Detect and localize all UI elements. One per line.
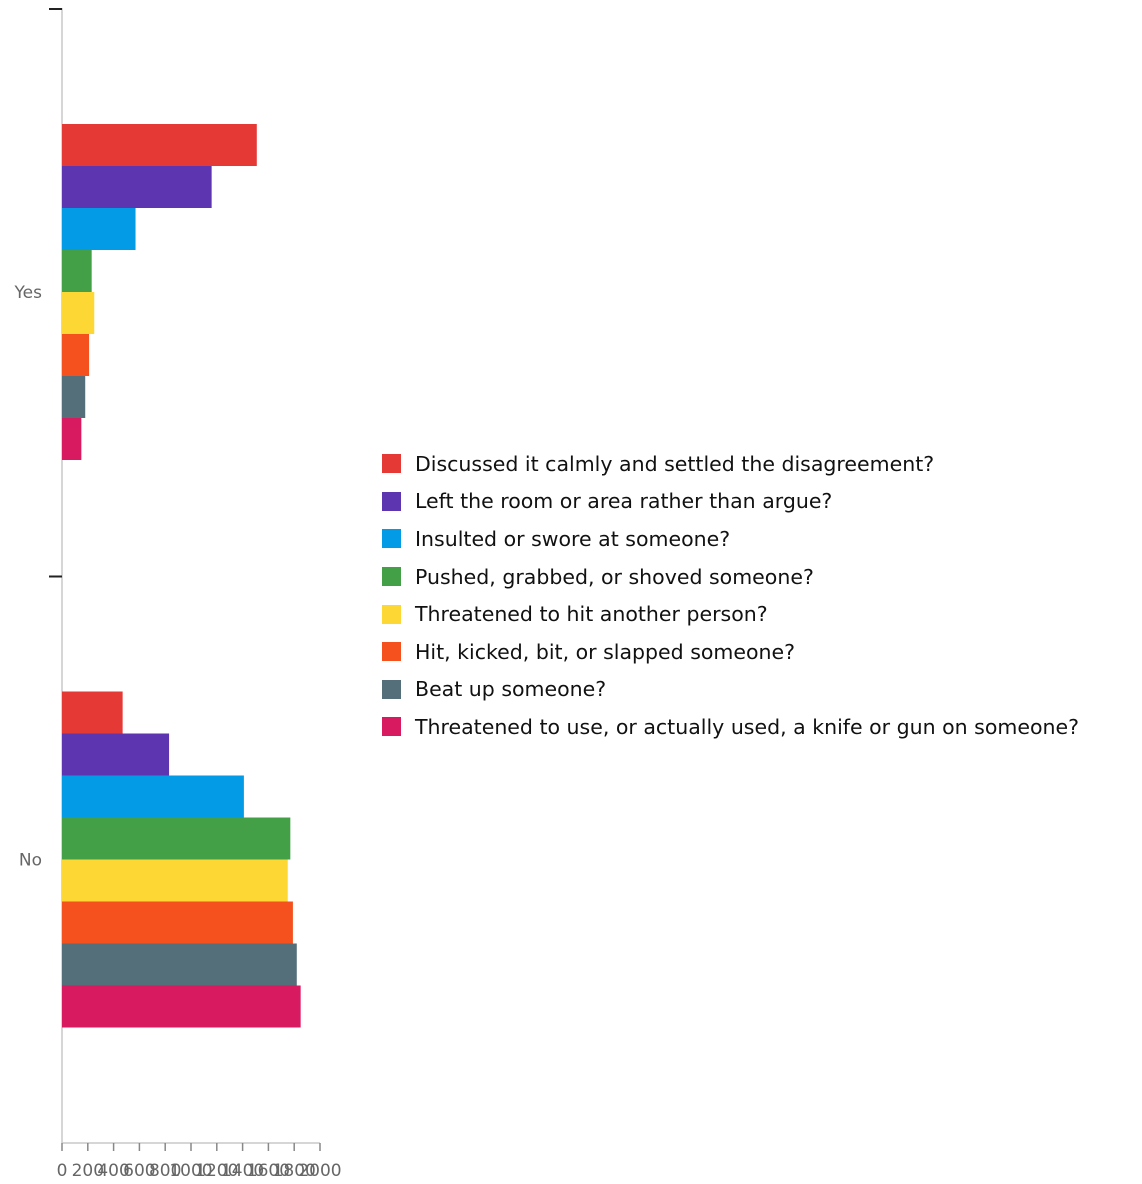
legend-item: Discussed it calmly and settled the disa… <box>382 445 1137 483</box>
bar-no-series-3 <box>62 776 244 818</box>
bar-no-series-4 <box>62 818 290 860</box>
bar-yes-series-2 <box>62 166 212 208</box>
x-tick-label: 0 <box>57 1161 68 1181</box>
bar-yes-series-7 <box>62 376 85 418</box>
bar-yes-series-6 <box>62 334 89 376</box>
legend-item: Threatened to hit another person? <box>382 595 1137 633</box>
legend-item: Hit, kicked, bit, or slapped someone? <box>382 633 1137 671</box>
bar-no-series-1 <box>62 692 123 734</box>
category-label-yes: Yes <box>14 283 43 303</box>
bar-no-series-8 <box>62 986 301 1028</box>
legend-item: Left the room or area rather than argue? <box>382 483 1137 521</box>
legend-swatch <box>382 454 401 473</box>
chart-legend: Discussed it calmly and settled the disa… <box>382 445 1137 746</box>
legend-item: Threatened to use, or actually used, a k… <box>382 708 1137 746</box>
bar-yes-series-3 <box>62 208 136 250</box>
bar-yes-series-8 <box>62 418 81 460</box>
legend-item: Beat up someone? <box>382 671 1137 709</box>
bar-no-series-2 <box>62 734 169 776</box>
legend-swatch <box>382 529 401 548</box>
legend-swatch <box>382 642 401 661</box>
x-tick-label: 2000 <box>298 1161 341 1181</box>
bar-no-series-5 <box>62 860 288 902</box>
legend-label: Beat up someone? <box>415 677 606 701</box>
legend-swatch <box>382 717 401 736</box>
category-label-no: No <box>19 850 42 870</box>
legend-swatch <box>382 567 401 586</box>
legend-label: Discussed it calmly and settled the disa… <box>415 452 934 476</box>
legend-label: Left the room or area rather than argue? <box>415 489 832 513</box>
legend-swatch <box>382 680 401 699</box>
bar-yes-series-5 <box>62 292 94 334</box>
bar-yes-series-1 <box>62 124 257 166</box>
legend-label: Insulted or swore at someone? <box>415 527 730 551</box>
legend-swatch <box>382 492 401 511</box>
legend-item: Pushed, grabbed, or shoved someone? <box>382 558 1137 596</box>
legend-label: Threatened to use, or actually used, a k… <box>415 715 1079 739</box>
legend-label: Pushed, grabbed, or shoved someone? <box>415 565 814 589</box>
legend-label: Threatened to hit another person? <box>415 602 768 626</box>
bar-no-series-6 <box>62 902 293 944</box>
chart-bars <box>62 124 301 1028</box>
legend-item: Insulted or swore at someone? <box>382 520 1137 558</box>
bar-no-series-7 <box>62 944 297 986</box>
bar-yes-series-4 <box>62 250 92 292</box>
legend-swatch <box>382 605 401 624</box>
legend-label: Hit, kicked, bit, or slapped someone? <box>415 640 795 664</box>
